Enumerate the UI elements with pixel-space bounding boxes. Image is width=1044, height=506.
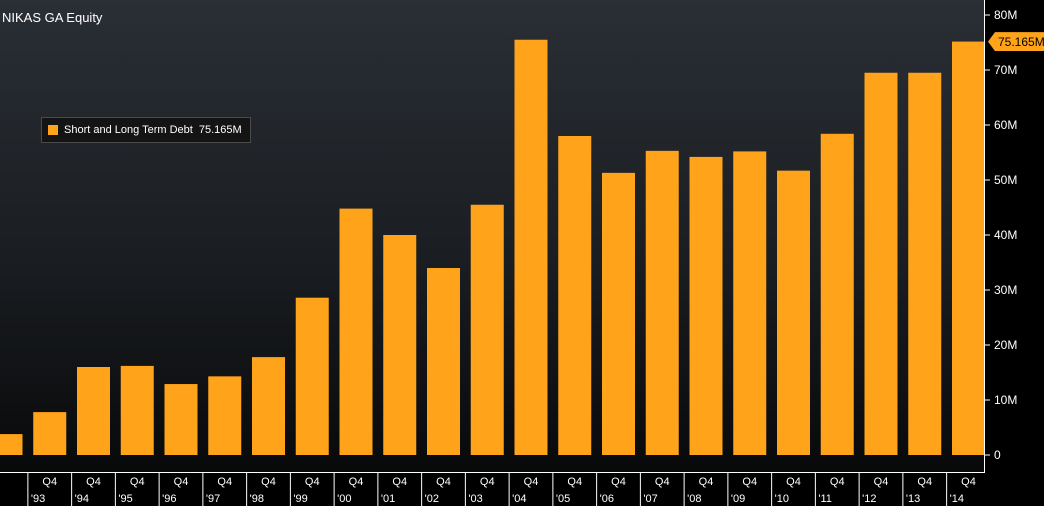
bar-4 bbox=[164, 384, 198, 455]
bar-11 bbox=[470, 204, 504, 455]
x-tick-year-12: '05 bbox=[556, 493, 570, 505]
bar-0 bbox=[0, 434, 23, 455]
x-tick-year-2: '95 bbox=[118, 493, 132, 505]
bar-17 bbox=[733, 151, 767, 455]
bar-9 bbox=[383, 235, 417, 455]
x-tick-quarter-5: Q4 bbox=[261, 476, 276, 488]
x-tick-year-0: '93 bbox=[31, 493, 45, 505]
x-tick-quarter-7: Q4 bbox=[349, 476, 364, 488]
x-tick-year-18: '11 bbox=[818, 493, 832, 505]
legend-label: Short and Long Term Debt bbox=[64, 124, 193, 136]
legend: Short and Long Term Debt 75.165M bbox=[41, 117, 251, 143]
x-tick-quarter-10: Q4 bbox=[480, 476, 495, 488]
x-tick-quarter-16: Q4 bbox=[742, 476, 757, 488]
x-tick-quarter-4: Q4 bbox=[217, 476, 232, 488]
y-tick-label-3: 30M bbox=[994, 283, 1017, 297]
legend-swatch bbox=[48, 125, 58, 135]
x-tick-quarter-0: Q4 bbox=[42, 476, 57, 488]
x-tick-year-15: '08 bbox=[687, 493, 701, 505]
y-tick-label-8: 80M bbox=[994, 8, 1017, 22]
x-tick-year-10: '03 bbox=[468, 493, 482, 505]
x-tick-year-19: '12 bbox=[862, 493, 876, 505]
y-tick-label-6: 60M bbox=[994, 118, 1017, 132]
x-tick-year-21: '14 bbox=[950, 493, 964, 505]
x-tick-quarter-2: Q4 bbox=[130, 476, 145, 488]
x-tick-year-14: '07 bbox=[643, 493, 657, 505]
x-tick-quarter-17: Q4 bbox=[786, 476, 801, 488]
x-tick-quarter-15: Q4 bbox=[699, 476, 714, 488]
x-tick-quarter-18: Q4 bbox=[830, 476, 845, 488]
x-tick-quarter-3: Q4 bbox=[174, 476, 189, 488]
y-tick-label-2: 20M bbox=[994, 338, 1017, 352]
legend-value: 75.165M bbox=[198, 124, 242, 136]
bar-8 bbox=[339, 208, 373, 455]
x-tick-quarter-13: Q4 bbox=[611, 476, 626, 488]
x-tick-year-11: '04 bbox=[512, 493, 526, 505]
x-tick-year-5: '98 bbox=[250, 493, 264, 505]
x-tick-year-16: '09 bbox=[731, 493, 745, 505]
bar-7 bbox=[295, 297, 329, 455]
bar-1 bbox=[33, 412, 67, 455]
bar-18 bbox=[777, 170, 810, 455]
x-tick-year-20: '13 bbox=[906, 493, 920, 505]
x-tick-quarter-12: Q4 bbox=[567, 476, 582, 488]
bar-12 bbox=[514, 39, 548, 455]
x-tick-quarter-9: Q4 bbox=[436, 476, 451, 488]
bar-10 bbox=[427, 268, 460, 455]
y-tick-label-1: 10M bbox=[994, 393, 1017, 407]
x-tick-year-1: '94 bbox=[75, 493, 89, 505]
x-tick-quarter-11: Q4 bbox=[524, 476, 539, 488]
x-tick-quarter-6: Q4 bbox=[305, 476, 320, 488]
y-tick-label-5: 50M bbox=[994, 173, 1017, 187]
x-tick-quarter-8: Q4 bbox=[392, 476, 407, 488]
bar-21 bbox=[908, 72, 942, 455]
y-tick-label-0: 0 bbox=[994, 448, 1001, 462]
chart-title: NIKAS GA Equity bbox=[2, 10, 103, 25]
x-tick-year-6: '99 bbox=[293, 493, 307, 505]
bar-6 bbox=[252, 357, 285, 455]
bar-2 bbox=[77, 367, 110, 455]
bars-layer bbox=[0, 39, 985, 456]
bar-14 bbox=[602, 172, 635, 455]
x-tick-quarter-20: Q4 bbox=[917, 476, 932, 488]
last-value-badge: 75.165M bbox=[988, 32, 1044, 52]
bar-22 bbox=[952, 41, 985, 455]
bar-16 bbox=[689, 156, 723, 455]
axes-layer: Q4 '93 Q4 '94 Q4 '95 Q4 '96 Q4 '97 Q4 '98 Q4 '99 Q4 '00… bbox=[0, 0, 1017, 506]
bar-13 bbox=[558, 136, 592, 455]
x-tick-quarter-1: Q4 bbox=[86, 476, 101, 488]
x-tick-year-7: '00 bbox=[337, 493, 351, 505]
x-tick-year-3: '96 bbox=[162, 493, 176, 505]
bar-15 bbox=[645, 150, 679, 455]
x-tick-year-13: '06 bbox=[600, 493, 614, 505]
x-tick-quarter-14: Q4 bbox=[655, 476, 670, 488]
bar-20 bbox=[864, 72, 898, 455]
y-tick-label-4: 40M bbox=[994, 228, 1017, 242]
x-tick-quarter-21: Q4 bbox=[961, 476, 976, 488]
x-tick-year-4: '97 bbox=[206, 493, 220, 505]
bar-3 bbox=[120, 365, 154, 455]
y-tick-label-7: 70M bbox=[994, 63, 1017, 77]
bar-19 bbox=[820, 133, 854, 456]
bar-5 bbox=[208, 376, 242, 455]
x-tick-year-8: '01 bbox=[381, 493, 395, 505]
x-tick-year-17: '10 bbox=[775, 493, 789, 505]
x-tick-quarter-19: Q4 bbox=[874, 476, 889, 488]
x-tick-year-9: '02 bbox=[425, 493, 439, 505]
